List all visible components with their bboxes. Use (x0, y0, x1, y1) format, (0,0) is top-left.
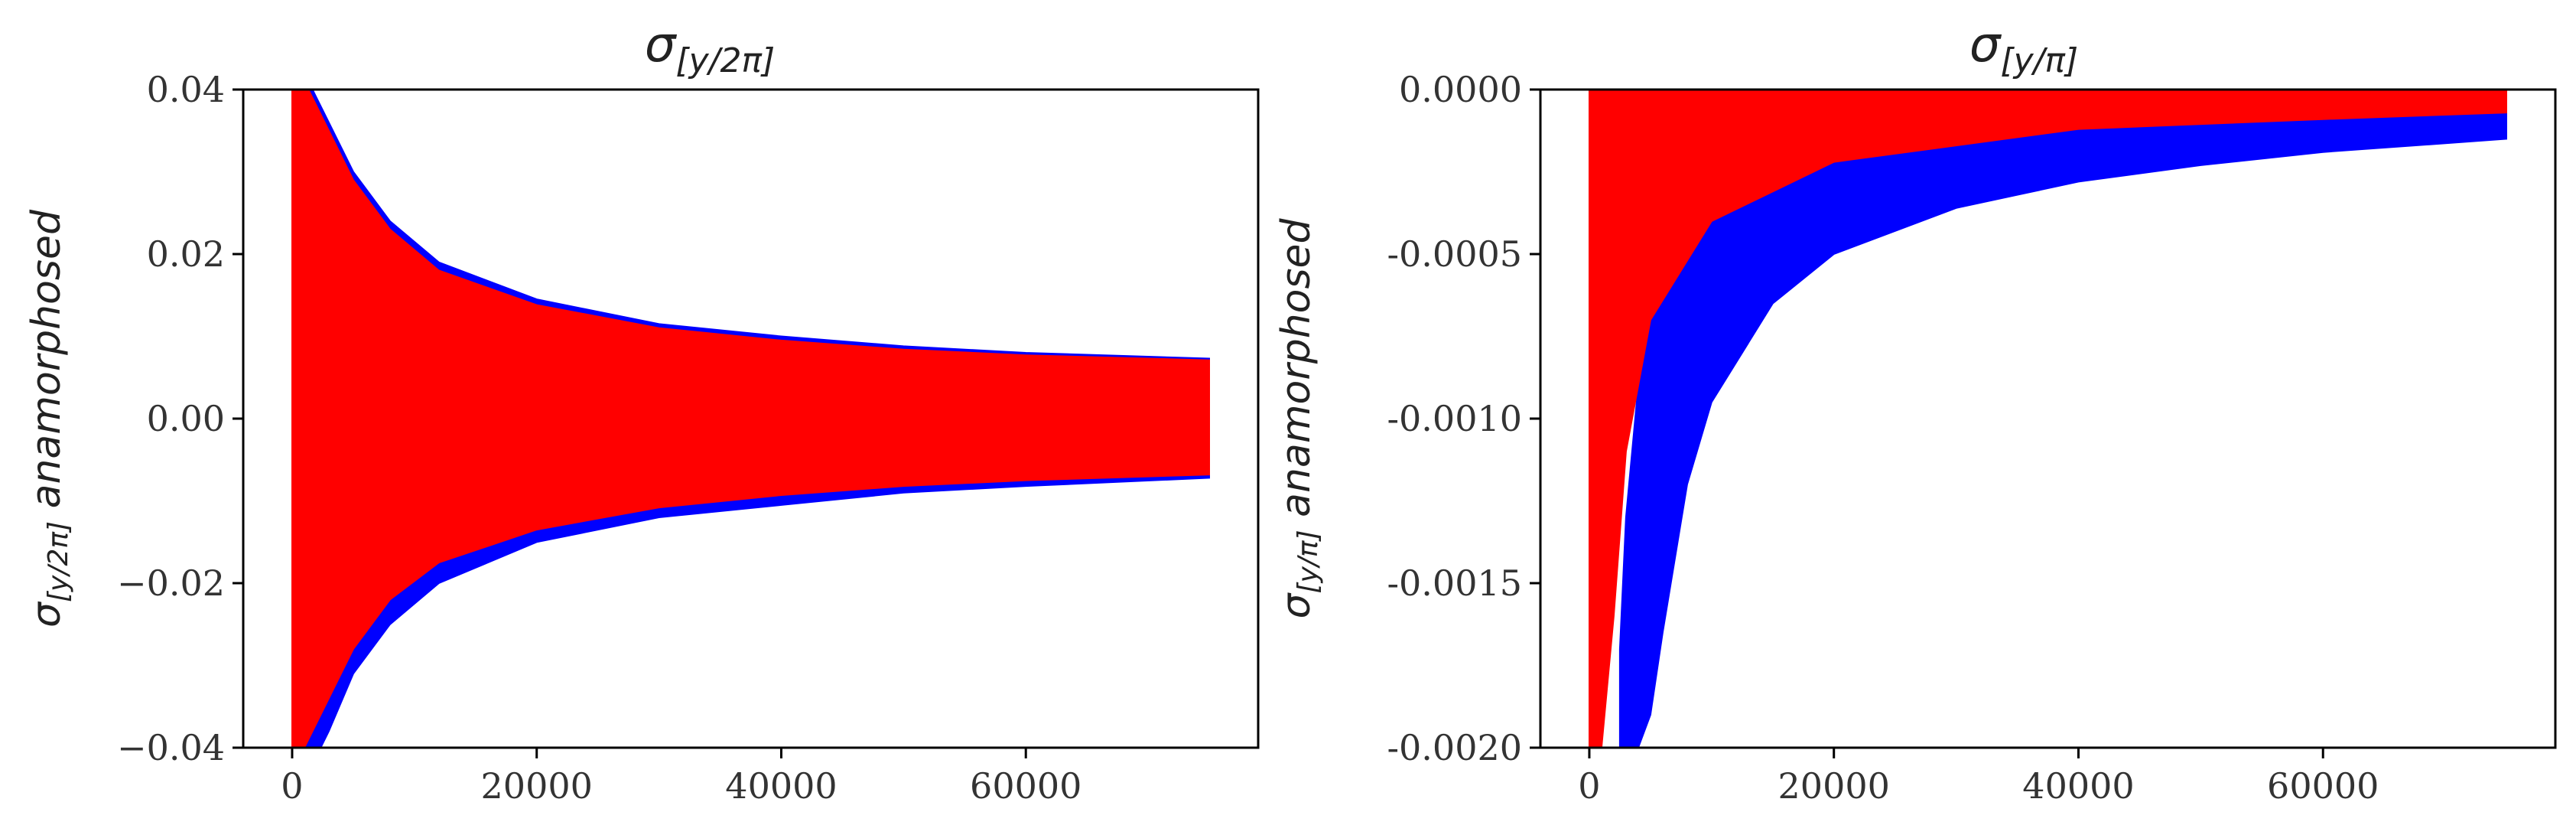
left-ytick-label: 0.00 (147, 398, 225, 439)
right-series-1-band (1589, 90, 2507, 748)
right-ytick-label: -0.0005 (1387, 233, 1523, 275)
left-panel: σ[y/2π] 0 20000 40000 60000 −0.04−0.020.000… (24, 17, 1260, 807)
left-series-1-band (291, 90, 1210, 748)
right-series-0-band (1618, 112, 2507, 748)
right-xtick-label: 20000 (1778, 765, 1890, 807)
left-series-group (291, 90, 1210, 748)
left-ytick-label: −0.04 (117, 727, 225, 768)
left-ytick-label: 0.04 (147, 69, 225, 110)
left-xtick-label: 20000 (481, 765, 593, 807)
left-title-sub: [y/2π] (675, 41, 775, 80)
right-ylabel-sub: [y/π] (1293, 530, 1324, 593)
right-title: σ[y/π] (1969, 17, 2078, 80)
left-xtick-label: 0 (281, 765, 303, 807)
right-ytick-label: -0.0015 (1387, 562, 1523, 604)
right-title-sub: [y/π] (2000, 41, 2078, 80)
left-ylabel-sub: [y/2π] (43, 521, 74, 602)
left-title-main: σ (645, 17, 678, 73)
right-ytick-label: -0.0010 (1387, 398, 1523, 439)
left-xtick-label: 40000 (725, 765, 837, 807)
right-xtick-label: 60000 (2267, 765, 2379, 807)
right-ylabel-main: σ (1273, 592, 1319, 619)
left-xtick-label: 60000 (970, 765, 1081, 807)
right-ylabel-suffix: anamorphosed (1273, 217, 1319, 530)
right-title-main: σ (1969, 17, 2002, 73)
right-y-axis-label: σ[y/π] anamorphosed (1273, 217, 1324, 618)
left-y-axis-label: σ[y/2π] anamorphosed (24, 209, 74, 628)
left-ylabel-main: σ (24, 601, 70, 628)
left-ytick-label: 0.02 (147, 233, 225, 275)
left-title: σ[y/2π] (645, 17, 775, 80)
left-ylabel-suffix: anamorphosed (24, 209, 70, 521)
right-panel: σ[y/π] 0 20000 40000 60000 -0.0020-0.0015-0… (1273, 17, 2557, 807)
right-ytick-label: 0.0000 (1399, 69, 1522, 110)
right-ytick-label: -0.0020 (1387, 727, 1523, 768)
left-ytick-label: −0.02 (117, 562, 225, 604)
right-xtick-label: 40000 (2022, 765, 2134, 807)
right-series-group (1589, 90, 2507, 748)
right-xtick-label: 0 (1578, 765, 1600, 807)
